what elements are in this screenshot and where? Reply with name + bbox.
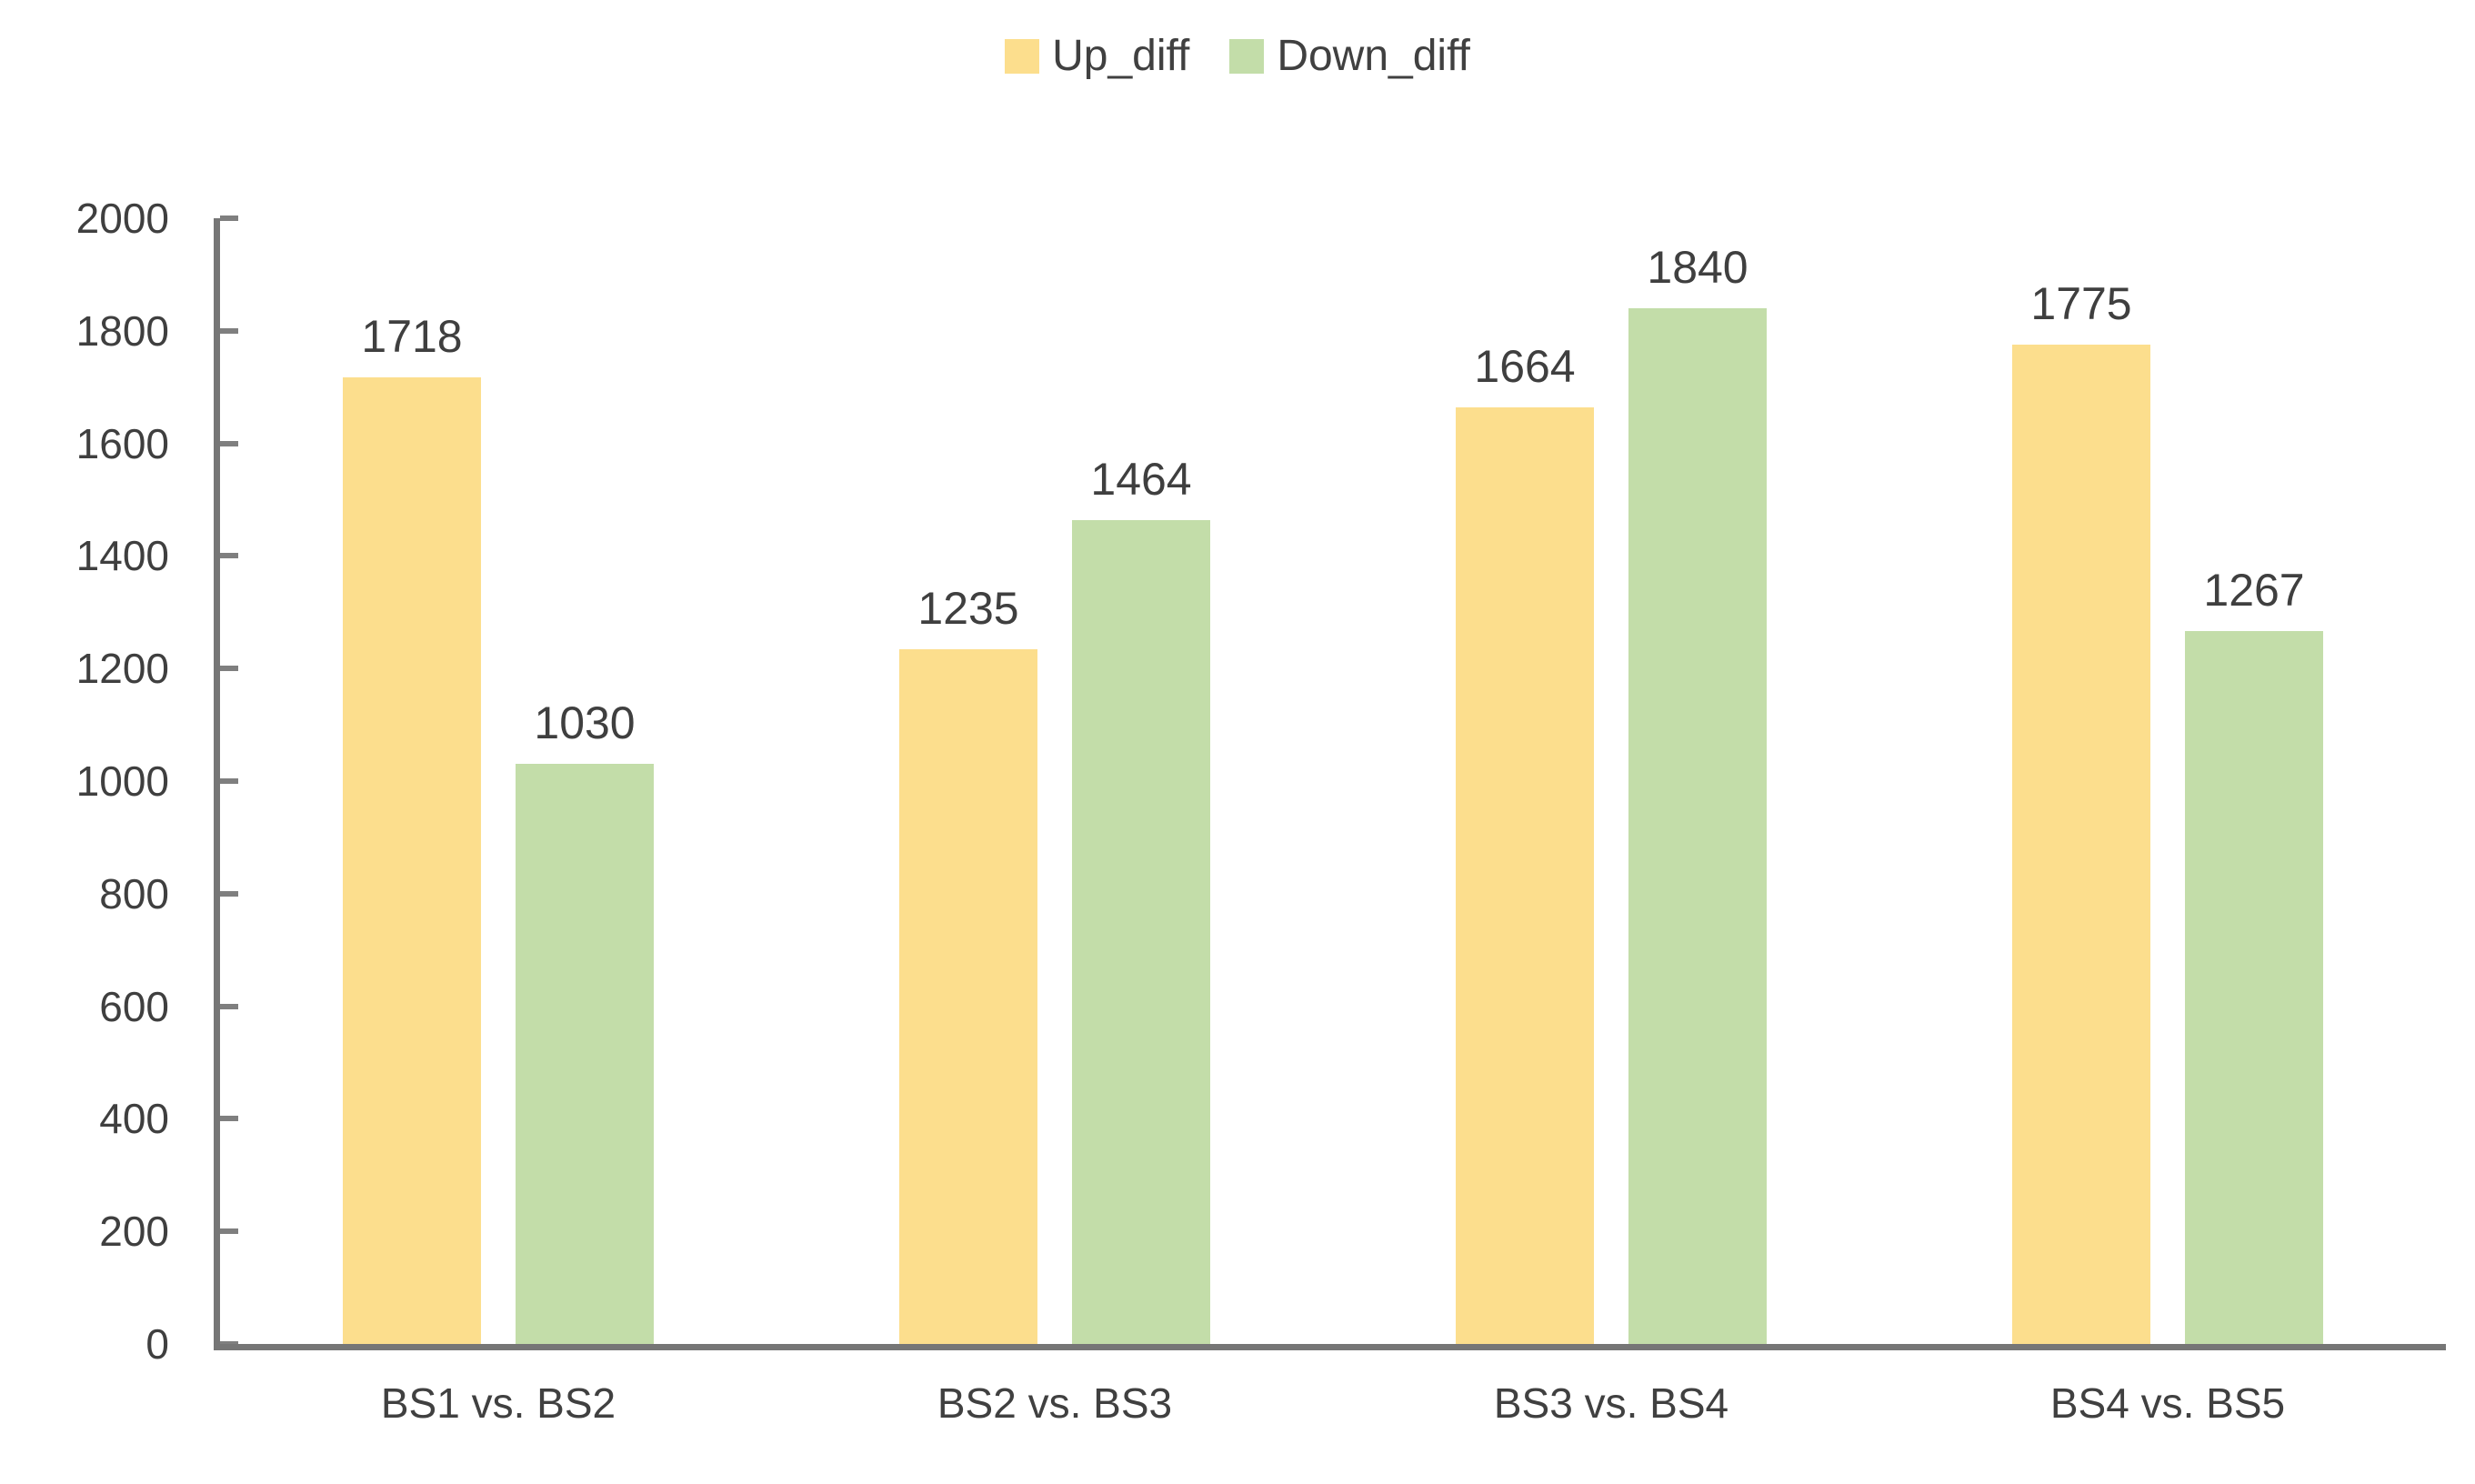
bar-up-diff-bs3-vs-bs4 xyxy=(1456,406,1594,1344)
bar-wrap-down-diff-bs2-vs-bs3: 1464 xyxy=(1072,456,1210,1344)
y-axis-labels: 0 200 400 600 800 1000 1200 1400 1600 1800 2000 xyxy=(0,0,169,1484)
bar-wrap-down-diff-bs4-vs-bs5: 1267 xyxy=(2185,567,2323,1344)
bar-value-up-diff-bs4-vs-bs5: 1775 xyxy=(2030,278,2132,330)
bar-group-bs3-vs-bs4: 1664 1840 xyxy=(1333,218,1889,1344)
x-label-bs4-vs-bs5: BS4 vs. BS5 xyxy=(2049,1379,2286,1427)
bar-wrap-up-diff-bs4-vs-bs5: 1775 xyxy=(2012,281,2150,1344)
bar-value-down-diff-bs3-vs-bs4: 1840 xyxy=(1647,242,1749,294)
bar-down-diff-bs2-vs-bs3 xyxy=(1072,519,1210,1344)
y-tick-label-1800: 1800 xyxy=(75,306,169,355)
x-label-bs2-vs-bs3: BS2 vs. BS3 xyxy=(937,1379,1173,1427)
legend-swatch-down-diff-icon xyxy=(1229,39,1265,74)
bar-down-diff-bs4-vs-bs5 xyxy=(2185,630,2323,1344)
bar-up-diff-bs1-vs-bs2 xyxy=(343,376,481,1344)
y-tick-label-800: 800 xyxy=(99,869,169,917)
bar-up-diff-bs4-vs-bs5 xyxy=(2012,345,2150,1344)
bar-group-bs1-vs-bs2: 1718 1030 xyxy=(220,218,777,1344)
y-tick-label-2000: 2000 xyxy=(75,195,169,242)
legend-swatch-up-diff-icon xyxy=(1005,39,1040,74)
bar-value-up-diff-bs2-vs-bs3: 1235 xyxy=(917,582,1019,634)
x-label-bs1-vs-bs2: BS1 vs. BS2 xyxy=(380,1379,616,1427)
bar-down-diff-bs3-vs-bs4 xyxy=(1628,308,1767,1344)
legend-item-up-diff: Up_diff xyxy=(1005,35,1189,78)
bar-group-bs2-vs-bs3: 1235 1464 xyxy=(777,218,1333,1344)
bar-wrap-up-diff-bs3-vs-bs4: 1664 xyxy=(1456,344,1594,1344)
bar-wrap-up-diff-bs1-vs-bs2: 1718 xyxy=(343,314,481,1344)
bar-value-down-diff-bs2-vs-bs3: 1464 xyxy=(1090,453,1192,505)
bar-wrap-down-diff-bs3-vs-bs4: 1840 xyxy=(1628,245,1767,1344)
y-tick-label-600: 600 xyxy=(99,982,169,1030)
y-tick-label-1000: 1000 xyxy=(75,757,169,805)
bar-up-diff-bs2-vs-bs3 xyxy=(899,648,1037,1344)
plot-area: 1718 1030 1235 1464 1664 1840 1775 1267 xyxy=(214,218,2446,1350)
x-axis-labels: BS1 vs. BS2 BS2 vs. BS3 BS3 vs. BS4 BS4 vs.… xyxy=(220,1379,2446,1429)
legend-label-up-diff: Up_diff xyxy=(1052,32,1190,80)
x-label-bs3-vs-bs4: BS3 vs. BS4 xyxy=(1493,1379,1729,1427)
bar-wrap-up-diff-bs2-vs-bs3: 1235 xyxy=(899,586,1037,1344)
bar-down-diff-bs1-vs-bs2 xyxy=(516,764,654,1344)
legend: Up_diff Down_diff xyxy=(0,35,2475,78)
bar-wrap-down-diff-bs1-vs-bs2: 1030 xyxy=(516,700,654,1344)
bar-value-down-diff-bs4-vs-bs5: 1267 xyxy=(2203,564,2305,616)
y-tick-label-0: 0 xyxy=(145,1320,169,1368)
bar-value-down-diff-bs1-vs-bs2: 1030 xyxy=(534,697,636,749)
legend-item-down-diff: Down_diff xyxy=(1229,35,1470,78)
bar-group-bs4-vs-bs5: 1775 1267 xyxy=(1889,218,2446,1344)
bar-value-up-diff-bs1-vs-bs2: 1718 xyxy=(361,310,463,362)
legend-label-down-diff: Down_diff xyxy=(1277,32,1470,80)
y-tick-label-1200: 1200 xyxy=(75,645,169,693)
y-tick-label-200: 200 xyxy=(99,1208,169,1256)
y-tick-label-1600: 1600 xyxy=(75,419,169,467)
y-tick-label-1400: 1400 xyxy=(75,532,169,580)
bar-value-up-diff-bs3-vs-bs4: 1664 xyxy=(1474,340,1576,392)
y-tick-label-400: 400 xyxy=(99,1095,169,1143)
